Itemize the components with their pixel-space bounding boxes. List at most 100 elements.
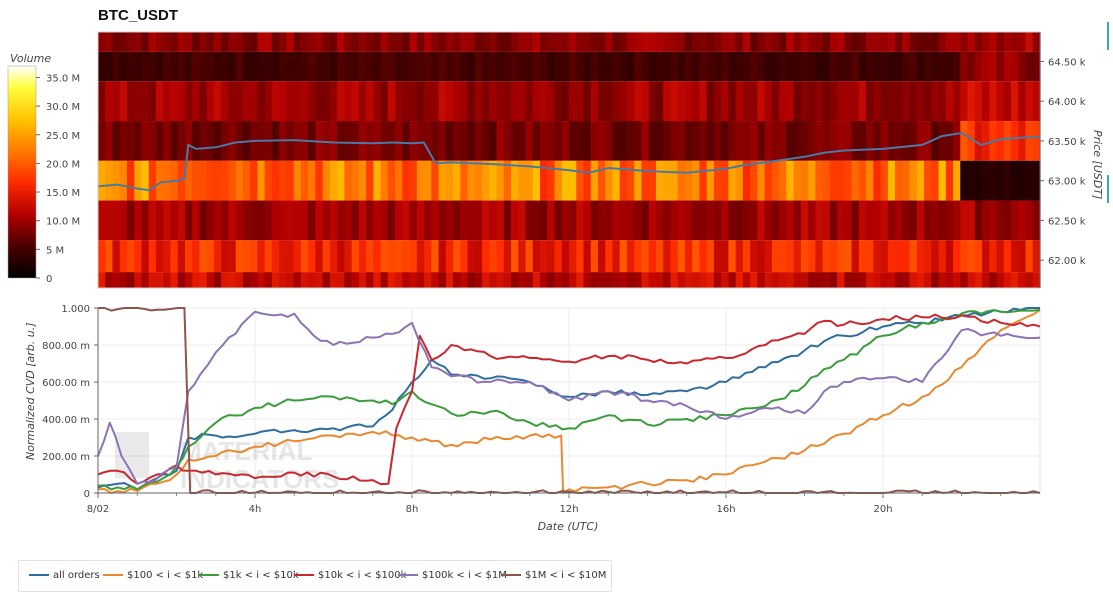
heatmap-cell (518, 240, 527, 273)
cvd-axis-ticks: 1.000 800.00 m 600.00 m 400.00 m 200.00 m 0 8/… (42, 304, 1040, 515)
heatmap-cell (525, 160, 534, 201)
heatmap-cell (395, 272, 403, 288)
legend-item[interactable]: all orders (29, 570, 100, 581)
legend-item[interactable]: $100k < i < $1M (398, 570, 507, 581)
heatmap-cell (257, 32, 266, 52)
heatmap-cell (482, 121, 490, 161)
heatmap-cell (554, 200, 563, 241)
heatmap-cell (786, 272, 795, 288)
heatmap-cell (931, 200, 940, 241)
heatmap-cell (902, 81, 911, 122)
heatmap-cell (677, 121, 686, 161)
cvd-x-tick-label: 4h (249, 504, 262, 515)
heatmap-cell (474, 81, 483, 122)
heatmap-cell (112, 272, 121, 288)
heatmap-cell (170, 240, 179, 273)
heatmap-cell (192, 272, 201, 288)
heatmap-cell (431, 272, 440, 288)
heatmap-cell (626, 200, 635, 241)
heatmap-cell (612, 121, 621, 161)
heatmap-cell (663, 272, 672, 288)
heatmap-cell (670, 51, 679, 82)
heatmap-cell (155, 81, 164, 122)
heatmap-cell (228, 121, 237, 161)
heatmap-cell (974, 81, 983, 122)
heatmap-cell (641, 272, 650, 288)
heatmap-cell (670, 160, 679, 201)
heatmap-cell (221, 32, 230, 52)
heatmap-cell (989, 51, 998, 82)
heatmap-cell (554, 51, 563, 82)
colorbar-tick-label: 5 M (46, 245, 64, 256)
heatmap-cell (293, 240, 302, 273)
heatmap-cell (982, 160, 990, 201)
heatmap-cell (177, 51, 186, 82)
heatmap-cell (395, 160, 403, 201)
heatmap-cell (583, 81, 592, 122)
heatmap-cell (387, 32, 396, 52)
heatmap-cell (496, 160, 505, 201)
heatmap-cell (300, 51, 309, 82)
heatmap-cell (293, 160, 302, 201)
heatmap-cell (380, 32, 389, 52)
heatmap-cell (402, 51, 411, 82)
heatmap-cell (366, 121, 374, 161)
heatmap-cell (525, 240, 534, 273)
heatmap-cell (467, 160, 476, 201)
heatmap-cell (206, 121, 215, 161)
heatmap-cell (924, 160, 932, 201)
cvd-series-line (97, 308, 1041, 491)
heatmap-cell (960, 81, 969, 122)
legend-item[interactable]: $100 < i < $1k (103, 570, 203, 581)
heatmap-cell (460, 272, 469, 288)
cvd-x-tick-label: 20h (873, 504, 892, 515)
heatmap-cell (431, 121, 440, 161)
heatmap-cell (793, 240, 802, 273)
heatmap-cell (771, 272, 780, 288)
heatmap-cell (793, 51, 802, 82)
heatmap-cell (902, 200, 911, 241)
heatmap-cell (844, 160, 853, 201)
heatmap-cell (453, 200, 461, 241)
heatmap-cell (880, 272, 889, 288)
heatmap-cell (547, 51, 556, 82)
heatmap-cell (257, 81, 266, 122)
heatmap-cell (293, 81, 302, 122)
heatmap-cell (416, 51, 425, 82)
heatmap-cell (482, 200, 490, 241)
legend-item[interactable]: $1k < i < $10k (199, 570, 299, 581)
legend-item[interactable]: $10k < i < $100k (294, 570, 406, 581)
heatmap-cell (808, 81, 816, 122)
legend-item[interactable]: $1M < i < $10M (501, 570, 606, 581)
heatmap-cell (655, 121, 664, 161)
heatmap-cell (279, 81, 287, 122)
heatmap-cell (279, 32, 287, 52)
heatmap-cell (931, 121, 940, 161)
heatmap-cell (706, 81, 715, 122)
heatmap-cell (706, 200, 715, 241)
heatmap-cell (663, 51, 672, 82)
heatmap-cell (786, 200, 795, 241)
heatmap-cell (699, 240, 708, 273)
heatmap-cell (163, 121, 172, 161)
heatmap-cell (626, 160, 635, 201)
heatmap-cell (837, 121, 845, 161)
heatmap-cell (735, 51, 744, 82)
heatmap-cell (380, 81, 389, 122)
heatmap-cell (1025, 200, 1034, 241)
heatmap-cell (250, 51, 259, 82)
heatmap-cell (402, 121, 411, 161)
heatmap-cell (453, 121, 461, 161)
heatmap-cell (742, 200, 751, 241)
heatmap-cell (279, 240, 287, 273)
heatmap-cell (945, 200, 954, 241)
heatmap-cell (641, 200, 650, 241)
heatmap-cell (460, 81, 469, 122)
heatmap-cell (206, 272, 215, 288)
legend: all orders $100 < i < $1k $1k < i < $10k $1… (18, 560, 612, 592)
heatmap-cell (163, 240, 172, 273)
heatmap-cell (742, 272, 751, 288)
heatmap-cell (134, 81, 143, 122)
heatmap-cell (300, 160, 309, 201)
heatmap-cell (786, 51, 795, 82)
